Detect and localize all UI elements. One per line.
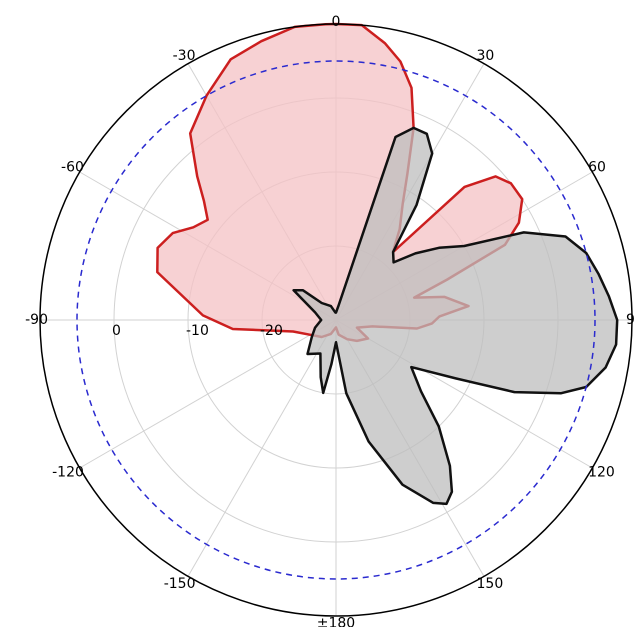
angle-tick-label: -120 bbox=[52, 465, 84, 481]
angle-tick-label: 150 bbox=[477, 576, 504, 592]
angle-tick-label: 9 bbox=[626, 312, 635, 328]
reference-circle bbox=[76, 60, 596, 580]
outer-circle bbox=[39, 23, 633, 617]
angle-tick-label: -60 bbox=[61, 160, 84, 176]
angle-tick-label: 0 bbox=[332, 14, 341, 30]
angle-tick-label: 60 bbox=[588, 160, 606, 176]
angle-tick-label: -30 bbox=[173, 48, 196, 64]
angle-tick-label: -150 bbox=[164, 576, 196, 592]
angle-tick-label: -90 bbox=[25, 312, 48, 328]
polar-series bbox=[156, 22, 619, 506]
series-2-pattern bbox=[292, 126, 619, 506]
polar-frame bbox=[39, 23, 633, 617]
polar-labels: 0 30 60 9 120 150 ±180 -150 -120 -90 -60 -30 -20 -10 0 bbox=[25, 14, 635, 627]
radial-tick-label: -10 bbox=[186, 323, 209, 339]
angle-tick-label: 120 bbox=[588, 465, 615, 481]
radial-tick-label: -20 bbox=[260, 323, 283, 339]
radial-tick-label: 0 bbox=[112, 323, 121, 339]
angle-tick-label: 30 bbox=[477, 48, 495, 64]
angle-tick-label: ±180 bbox=[317, 616, 355, 627]
